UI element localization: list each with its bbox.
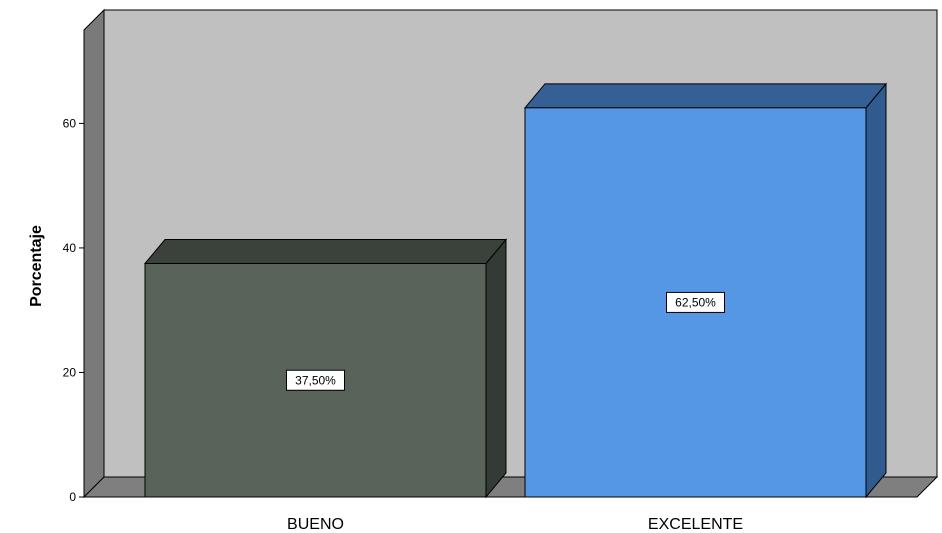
- data-label-box: [286, 369, 345, 391]
- bars-group: 37,50% 62,50%: [143, 82, 888, 499]
- chart-side-wall: [83, 8, 105, 499]
- y-axis-ticks: 0 20 40 60: [63, 116, 84, 504]
- y-tick-label: 20: [63, 365, 77, 379]
- bar-top-face: [143, 239, 508, 264]
- y-tick-label: 40: [63, 241, 77, 255]
- bar-bueno: 37,50%: [143, 238, 508, 499]
- bar-excelente: 62,50%: [523, 82, 888, 499]
- category-label: EXCELENTE: [648, 516, 743, 533]
- data-label: 37,50%: [295, 373, 336, 387]
- y-tick-label: 60: [63, 116, 77, 130]
- y-axis-title: Porcentaje: [28, 225, 45, 307]
- y-tick-label: 0: [69, 490, 76, 504]
- data-label: 62,50%: [675, 295, 716, 309]
- bar-top-face: [523, 83, 888, 109]
- data-label-box: [666, 291, 725, 313]
- category-labels: BUENO EXCELENTE: [287, 516, 743, 533]
- category-label: BUENO: [287, 516, 344, 533]
- bar-side-face: [485, 238, 507, 499]
- bar-side-face: [865, 82, 887, 499]
